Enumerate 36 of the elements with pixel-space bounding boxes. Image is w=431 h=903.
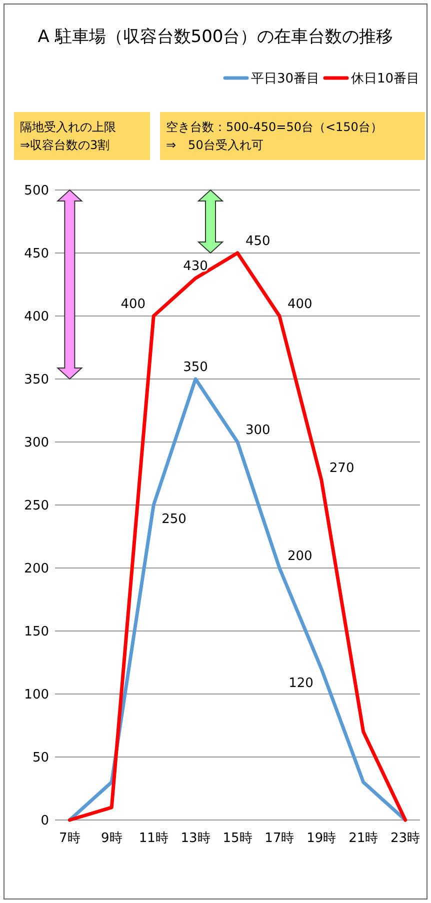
y-tick-label: 50 xyxy=(32,750,49,766)
data-label: 250 xyxy=(162,512,186,527)
chart-title: A 駐車場（収容台数500台）の在車台数の推移 xyxy=(38,27,394,47)
data-label: 350 xyxy=(183,360,208,375)
x-tick-label: 9時 xyxy=(100,831,122,846)
y-tick-label: 500 xyxy=(24,184,49,199)
y-tick-label: 450 xyxy=(24,246,49,262)
data-label: 300 xyxy=(246,423,270,438)
legend-label: 休日10番目 xyxy=(351,72,420,87)
y-tick-label: 300 xyxy=(24,436,49,451)
y-tick-label: 250 xyxy=(24,498,49,514)
x-tick-label: 11時 xyxy=(138,831,168,846)
data-label: 270 xyxy=(329,460,354,476)
y-tick-label: 150 xyxy=(24,624,49,640)
data-label: 120 xyxy=(288,676,314,691)
data-label: 430 xyxy=(183,259,208,274)
y-tick-label: 0 xyxy=(40,814,49,829)
y-tick-label: 400 xyxy=(24,310,49,325)
data-label: 200 xyxy=(287,549,312,564)
x-tick-label: 19時 xyxy=(306,831,336,846)
y-tick-label: 100 xyxy=(24,688,49,703)
data-label: 400 xyxy=(287,297,312,312)
y-tick-label: 350 xyxy=(24,372,49,388)
x-tick-label: 23時 xyxy=(390,831,420,846)
y-tick-label: 200 xyxy=(24,562,49,577)
text: 空き台数：500-450=50台（<150台） ⇒ 50台受入れ可 xyxy=(166,120,382,152)
x-tick-label: 17時 xyxy=(264,831,294,846)
line-series xyxy=(68,251,408,822)
legend-label: 平日30番目 xyxy=(251,72,320,87)
data-label: 400 xyxy=(120,297,146,312)
x-tick-label: 15時 xyxy=(222,831,252,846)
x-tick-label: 13時 xyxy=(180,831,210,846)
data-label: 450 xyxy=(246,234,270,249)
x-tick-label: 7時 xyxy=(59,831,80,846)
text: 隔地受入れの上限 ⇒収容台数の3割 xyxy=(20,120,116,152)
x-tick-label: 21時 xyxy=(348,831,378,846)
